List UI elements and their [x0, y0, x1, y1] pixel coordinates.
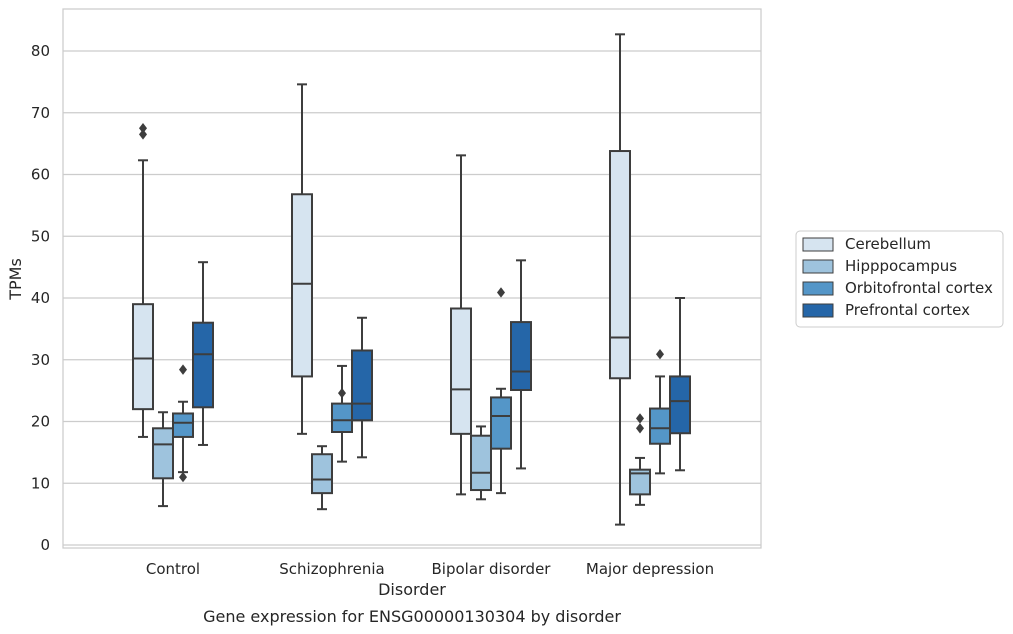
outlier-point — [179, 471, 187, 483]
iqr-box — [510, 321, 532, 392]
y-tick-label: 0 — [40, 536, 50, 554]
box — [172, 364, 194, 483]
box — [669, 297, 691, 472]
y-tick-label: 10 — [31, 474, 50, 492]
legend-swatch — [802, 281, 834, 296]
legend-label: Hipppocampus — [845, 257, 957, 275]
box — [649, 348, 671, 475]
legend-item: Hipppocampus — [802, 257, 957, 275]
legend: Cerebellum Hipppocampus Orbitofrontal cort… — [795, 230, 1004, 328]
box — [152, 411, 174, 508]
y-axis-label: TPMs — [6, 258, 25, 301]
box — [311, 445, 333, 511]
legend-frame — [795, 230, 1004, 328]
legend-label: Prefrontal cortex — [845, 301, 970, 319]
legend-swatch — [802, 237, 834, 252]
y-tick-label: 30 — [31, 351, 50, 369]
box — [351, 316, 373, 459]
y-tick-label: 80 — [31, 42, 50, 60]
iqr-box — [470, 434, 492, 492]
iqr-box — [311, 453, 333, 495]
outlier-point — [139, 129, 147, 140]
series-cerebellum — [132, 33, 631, 526]
box — [490, 287, 512, 495]
series-orbitofrontal-cortex — [172, 287, 671, 495]
series-prefrontal-cortex — [192, 259, 691, 472]
iqr-box — [490, 396, 512, 450]
box — [291, 83, 313, 435]
figure-caption: Gene expression for ENSG00000130304 by d… — [203, 607, 621, 626]
iqr-box — [291, 193, 313, 378]
outlier-point — [179, 364, 187, 375]
iqr-box — [192, 321, 214, 409]
box — [450, 154, 472, 496]
iqr-box — [450, 307, 472, 435]
box — [609, 33, 631, 526]
legend-item: Cerebellum — [802, 235, 931, 253]
iqr-box — [351, 349, 373, 422]
outlier-point — [497, 287, 505, 298]
legend-items: Cerebellum Hipppocampus Orbitofrontal cort… — [802, 235, 993, 319]
y-tick-label: 20 — [31, 413, 50, 431]
box-series — [132, 33, 691, 526]
outlier-point — [636, 423, 644, 434]
x-tick-label: Control — [146, 560, 200, 578]
box — [192, 261, 214, 446]
iqr-box — [132, 303, 154, 411]
iqr-box — [331, 402, 353, 433]
box — [629, 413, 651, 506]
x-tick-label: Bipolar disorder — [432, 560, 552, 578]
series-hipppocampus — [152, 411, 651, 511]
x-tick-labels: Control Schizophrenia Bipolar disorder Majo… — [146, 560, 714, 578]
outlier-point — [139, 122, 147, 134]
y-tick-label: 40 — [31, 289, 50, 307]
y-tick-label: 70 — [31, 104, 50, 122]
legend-item: Orbitofrontal cortex — [802, 279, 993, 297]
x-tick-label: Schizophrenia — [279, 560, 384, 578]
box — [510, 259, 532, 470]
outlier-point — [338, 387, 346, 399]
y-tick-label: 50 — [31, 227, 50, 245]
outlier-point — [636, 413, 644, 424]
iqr-box — [172, 412, 194, 438]
iqr-box — [152, 427, 174, 480]
legend-label: Cerebellum — [845, 235, 931, 253]
legend-item: Prefrontal cortex — [802, 301, 970, 319]
y-tick-label: 60 — [31, 166, 50, 184]
x-axis-label: Disorder — [378, 580, 446, 599]
iqr-box — [649, 407, 671, 445]
box — [132, 122, 154, 438]
plot-frame — [62, 8, 762, 549]
legend-swatch — [802, 303, 834, 318]
iqr-box — [669, 375, 691, 435]
box — [331, 364, 353, 463]
iqr-box — [629, 468, 651, 496]
iqr-box — [609, 150, 631, 380]
box — [470, 425, 492, 501]
x-tick-label: Major depression — [586, 560, 714, 578]
outlier-point — [656, 348, 664, 360]
legend-swatch — [802, 259, 834, 274]
y-tick-labels: 0 10 20 30 40 50 60 70 80 — [31, 42, 50, 554]
legend-label: Orbitofrontal cortex — [845, 279, 993, 297]
